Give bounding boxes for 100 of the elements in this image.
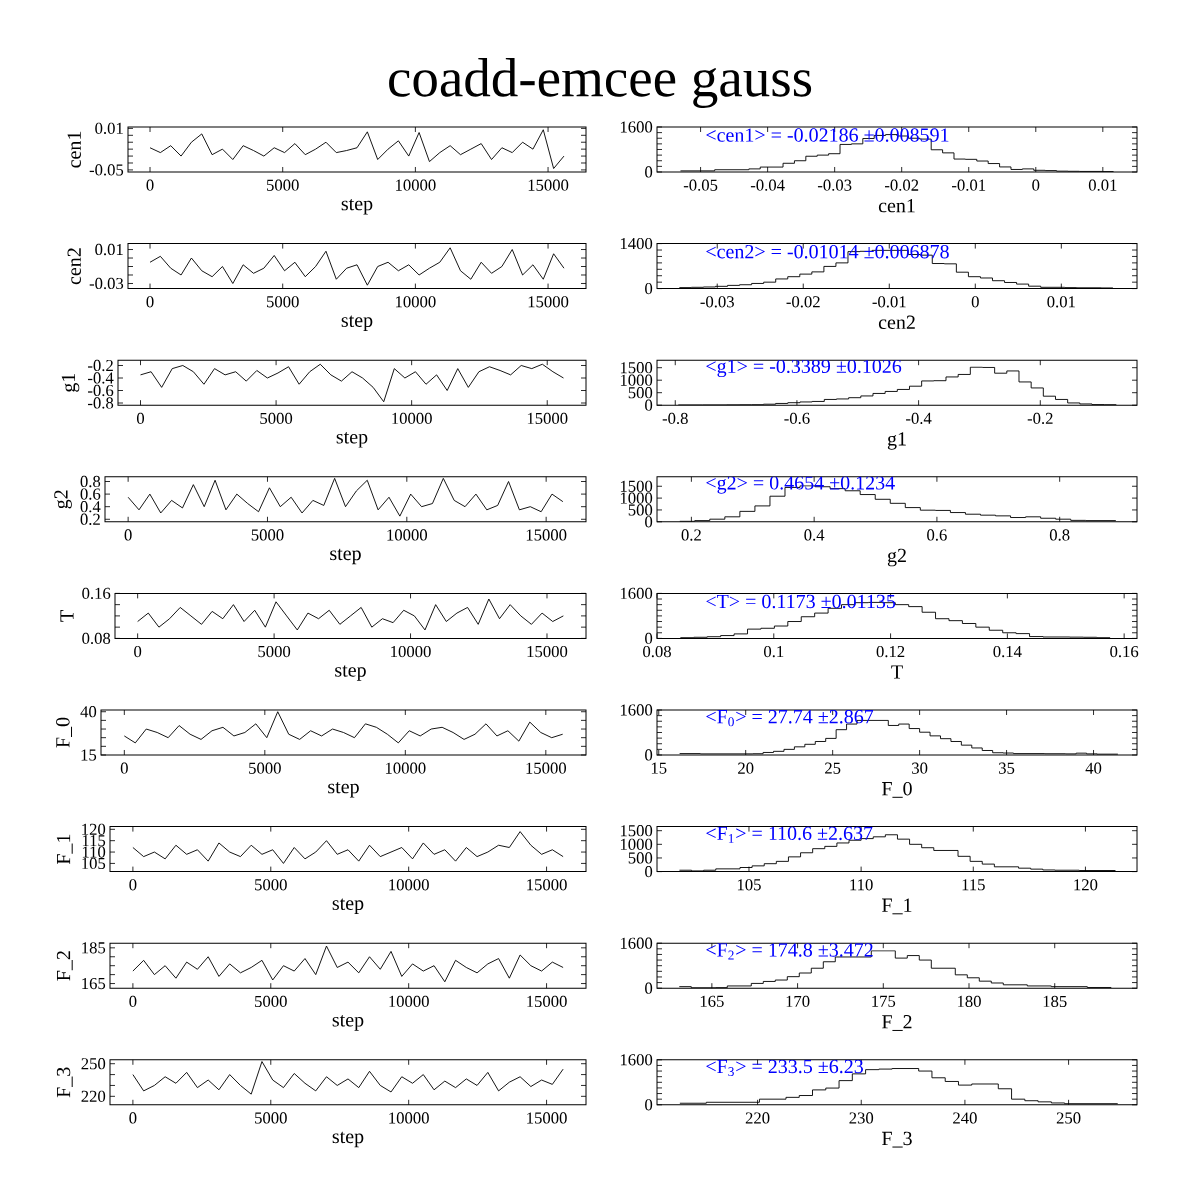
x-tick-label: 175 bbox=[872, 995, 896, 1007]
y-tick-label: 1500 bbox=[620, 362, 653, 374]
line-series bbox=[149, 129, 565, 169]
x-tick-label: 240 bbox=[953, 1112, 977, 1124]
y-axis-title: g2 bbox=[54, 490, 72, 509]
y-tick-label: 1500 bbox=[620, 480, 653, 492]
x-axis-title: step bbox=[341, 198, 373, 215]
annotation: <F$_{3}$> = 233.5 ±6.23 bbox=[706, 1059, 863, 1077]
x-tick-label: 0 bbox=[124, 529, 132, 541]
y-tick-label: 0 bbox=[645, 632, 653, 645]
x-tick-label: 40 bbox=[1085, 762, 1102, 774]
x-tick-label: 10000 bbox=[391, 645, 431, 658]
line-series bbox=[140, 363, 564, 403]
x-tick-label: 10000 bbox=[396, 296, 436, 308]
x-tick-label: 0.01 bbox=[1047, 296, 1075, 308]
y-tick-label: 0 bbox=[645, 982, 653, 994]
y-tick-label: 1000 bbox=[620, 838, 653, 850]
y-tick-label: 1000 bbox=[620, 492, 653, 504]
y-tick-label: 15 bbox=[81, 749, 97, 761]
y-tick-label: 0.2 bbox=[80, 513, 100, 525]
y-tick-label: 40 bbox=[80, 706, 97, 718]
annotation: <F$_{2}$> = 174.8 ±3.472 bbox=[706, 943, 873, 960]
x-tick-label: 0 bbox=[129, 995, 137, 1007]
x-tick-label: 105 bbox=[737, 879, 761, 891]
y-tick-label: 1000 bbox=[620, 374, 653, 386]
y-tick-label: -0.2 bbox=[88, 359, 113, 372]
x-tick-label: 15000 bbox=[528, 179, 569, 191]
x-tick-label: 0 bbox=[971, 296, 979, 308]
y-axis-title: cen1 bbox=[67, 131, 81, 168]
x-tick-label: 15000 bbox=[527, 879, 567, 891]
x-tick-label: 0 bbox=[129, 879, 137, 891]
x-tick-label: 165 bbox=[700, 995, 724, 1007]
x-tick-label: 15000 bbox=[526, 762, 567, 774]
x-axis-title: F_0 bbox=[882, 781, 912, 798]
y-tick-label: 1600 bbox=[620, 587, 653, 600]
y-tick-label: 110 bbox=[82, 846, 106, 858]
chart-title: coadd-emcee gauss bbox=[389, 57, 812, 108]
x-tick-label: -0.05 bbox=[683, 179, 718, 191]
x-tick-label: 0 bbox=[1032, 179, 1040, 191]
x-tick-label: 0.1 bbox=[764, 645, 784, 658]
x-tick-label: 25 bbox=[825, 762, 841, 774]
x-axis-title: step bbox=[328, 781, 359, 798]
x-tick-label: 10000 bbox=[385, 762, 426, 774]
annotation: <g1> = -0.3389 ±0.1026 bbox=[706, 359, 902, 378]
x-tick-label: -0.02 bbox=[786, 296, 820, 308]
x-tick-label: 5000 bbox=[267, 179, 299, 191]
x-tick-label: 15000 bbox=[527, 412, 568, 424]
y-tick-label: 115 bbox=[82, 835, 106, 847]
x-tick-label: 185 bbox=[1043, 995, 1067, 1007]
x-tick-label: 30 bbox=[912, 762, 928, 774]
x-tick-label: 0 bbox=[146, 179, 154, 191]
y-tick-label: 0.6 bbox=[80, 488, 101, 500]
x-tick-label: 15000 bbox=[526, 529, 567, 541]
x-tick-label: -0.03 bbox=[817, 179, 852, 191]
x-axis-title: step bbox=[341, 315, 373, 332]
x-tick-label: -0.01 bbox=[872, 296, 906, 308]
x-tick-label: 10000 bbox=[389, 995, 429, 1007]
line-series bbox=[149, 247, 565, 286]
x-tick-label: 0.01 bbox=[1088, 179, 1117, 191]
y-tick-label: 0.08 bbox=[82, 632, 111, 645]
y-axis-title: g1 bbox=[61, 373, 80, 392]
x-tick-label: -0.04 bbox=[750, 179, 785, 191]
y-tick-label: 0 bbox=[645, 1099, 653, 1111]
y-axis-title: F_2 bbox=[56, 951, 73, 981]
y-tick-label: 500 bbox=[628, 387, 653, 399]
x-tick-label: 0.12 bbox=[876, 645, 905, 658]
y-tick-label: -0.05 bbox=[89, 164, 124, 176]
x-axis-title: F_3 bbox=[882, 1131, 912, 1148]
x-axis-title: step bbox=[332, 1015, 364, 1031]
x-tick-label: 0.6 bbox=[927, 529, 947, 541]
y-tick-label: 500 bbox=[628, 852, 653, 864]
y-axis-title: F_3 bbox=[56, 1067, 73, 1098]
x-tick-label: 5000 bbox=[258, 645, 291, 658]
x-tick-label: -0.4 bbox=[906, 412, 932, 425]
y-tick-label: 0 bbox=[645, 865, 653, 878]
x-tick-label: 0.8 bbox=[1049, 529, 1070, 541]
y-tick-label: 0 bbox=[645, 166, 653, 178]
y-tick-label: 0.01 bbox=[95, 243, 123, 256]
x-axis-title: F_2 bbox=[882, 1015, 912, 1031]
y-tick-label: -0.6 bbox=[88, 384, 114, 397]
x-tick-label: -0.03 bbox=[700, 296, 734, 308]
y-tick-label: 500 bbox=[628, 504, 653, 516]
y-tick-label: 1500 bbox=[620, 825, 653, 837]
x-tick-label: 170 bbox=[786, 995, 810, 1007]
x-tick-label: -0.8 bbox=[662, 412, 688, 425]
y-tick-label: 220 bbox=[81, 1090, 106, 1102]
y-axis-title: F_0 bbox=[56, 717, 73, 748]
x-tick-label: -0.01 bbox=[952, 179, 986, 191]
x-tick-label: 180 bbox=[957, 995, 981, 1007]
x-tick-label: 5000 bbox=[267, 296, 299, 308]
x-tick-label: 120 bbox=[1074, 879, 1098, 891]
x-tick-label: 20 bbox=[738, 762, 754, 774]
x-tick-label: 15000 bbox=[527, 1112, 567, 1124]
x-tick-label: 10000 bbox=[389, 1112, 429, 1124]
annotation: <g2> = 0.4654 ±0.1234 bbox=[706, 476, 895, 494]
x-tick-label: 0 bbox=[136, 412, 145, 424]
x-tick-label: 0 bbox=[146, 296, 154, 308]
x-tick-label: 15000 bbox=[527, 645, 568, 658]
y-tick-label: 0 bbox=[645, 399, 653, 411]
y-tick-label: 0 bbox=[645, 282, 653, 295]
